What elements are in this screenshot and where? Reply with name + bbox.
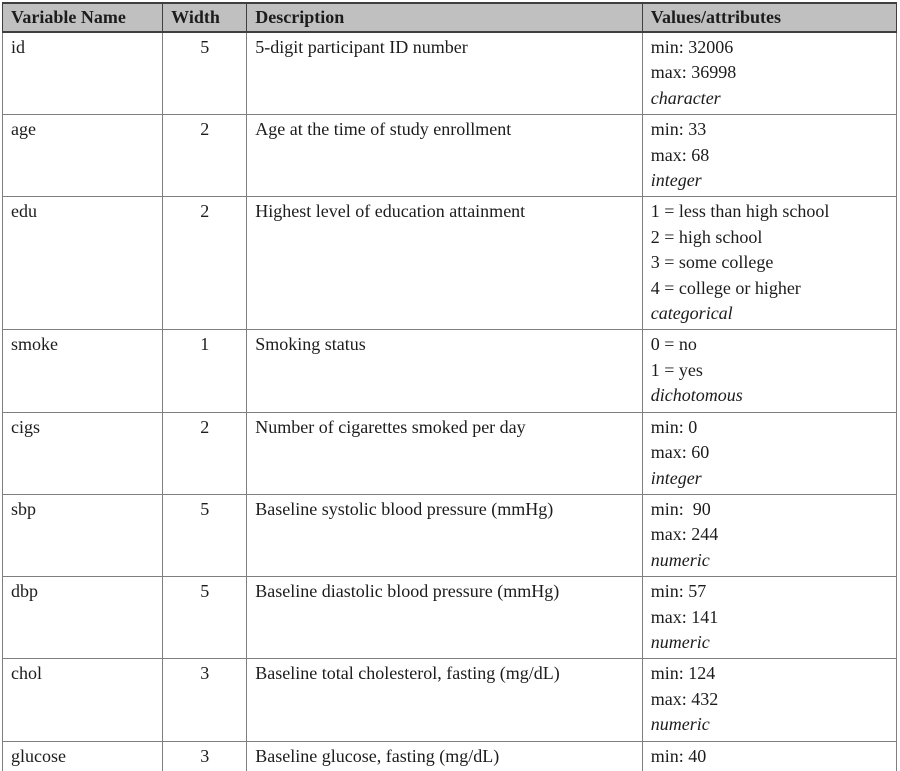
type-line: integer: [650, 467, 702, 488]
width-cell: 1: [162, 329, 248, 413]
width-cell: 5: [162, 576, 248, 660]
value-line: min: 90: [650, 498, 711, 519]
value-line: min: 33: [650, 119, 707, 140]
variable-name-cell: cigs: [1, 411, 164, 495]
variable-name-cell: id: [1, 31, 164, 116]
variable-name-cell: glucose: [1, 740, 164, 771]
description-cell: Baseline total cholesterol, fasting (mg/…: [246, 658, 643, 742]
table-row-edu: edu 2 Highest level of education attainm…: [1, 196, 898, 331]
value-line: 4 = college or higher: [650, 277, 801, 298]
value-line: 1 = less than high school: [650, 201, 830, 222]
width-cell: 2: [162, 196, 248, 331]
table-row-smoke: smoke 1 Smoking status 0 = no 1 = yes di…: [1, 329, 898, 413]
type-line: numeric: [650, 714, 710, 735]
value-line: max: 432: [650, 688, 719, 709]
description-cell: Smoking status: [246, 329, 643, 413]
description-cell: Baseline glucose, fasting (mg/dL): [246, 740, 643, 771]
values-cell: min: 90 max: 244 numeric: [641, 493, 898, 578]
description-cell: Highest level of education attainment: [246, 196, 643, 331]
value-line: min: 0: [650, 416, 698, 437]
value-line: 1 = yes: [650, 359, 703, 380]
width-cell: 3: [162, 740, 248, 771]
variable-name-cell: dbp: [1, 576, 164, 660]
table-row-glucose: glucose 3 Baseline glucose, fasting (mg/…: [1, 740, 898, 771]
values-cell: min: 124 max: 432 numeric: [641, 658, 898, 742]
column-header-variable-name: Variable Name: [1, 2, 164, 33]
value-line: max: 60: [650, 442, 710, 463]
description-cell: Number of cigarettes smoked per day: [246, 411, 643, 495]
value-line: min: 40: [650, 745, 707, 766]
value-line: max: 36998: [650, 62, 737, 83]
values-cell: 0 = no 1 = yes dichotomous: [641, 329, 898, 413]
table-row-cigs: cigs 2 Number of cigarettes smoked per d…: [1, 411, 898, 495]
description-cell: 5-digit participant ID number: [246, 31, 643, 116]
type-line: categorical: [650, 303, 733, 324]
header-row: Variable Name Width Description Values/a…: [1, 2, 898, 33]
type-line: numeric: [650, 549, 710, 570]
table-row-dbp: dbp 5 Baseline diastolic blood pressure …: [1, 576, 898, 660]
description-cell: Baseline systolic blood pressure (mmHg): [246, 493, 643, 578]
width-cell: 5: [162, 493, 248, 578]
variable-name-cell: chol: [1, 658, 164, 742]
type-line: character: [650, 87, 721, 108]
width-cell: 2: [162, 411, 248, 495]
value-line: max: 68: [650, 144, 710, 165]
table-row-id: id 5 5-digit participant ID number min: …: [1, 31, 898, 116]
variable-name-cell: smoke: [1, 329, 164, 413]
column-header-values-attributes: Values/attributes: [641, 2, 898, 33]
width-cell: 2: [162, 114, 248, 198]
values-cell: min: 40 max: 370 numeric: [641, 740, 898, 771]
description-cell: Baseline diastolic blood pressure (mmHg): [246, 576, 643, 660]
type-line: numeric: [650, 631, 710, 652]
value-line: 3 = some college: [650, 252, 774, 273]
values-cell: min: 33 max: 68 integer: [641, 114, 898, 198]
value-line: max: 244: [650, 524, 719, 545]
table-row-chol: chol 3 Baseline total cholesterol, fasti…: [1, 658, 898, 742]
values-cell: min: 0 max: 60 integer: [641, 411, 898, 495]
variable-name-cell: age: [1, 114, 164, 198]
width-cell: 3: [162, 658, 248, 742]
value-line: min: 32006: [650, 37, 734, 57]
value-line: max: 141: [650, 606, 719, 627]
column-header-description: Description: [246, 2, 643, 33]
value-line: 0 = no: [650, 334, 697, 355]
width-cell: 5: [162, 31, 248, 116]
variable-name-cell: sbp: [1, 493, 164, 578]
column-header-width: Width: [162, 2, 248, 33]
description-cell: Age at the time of study enrollment: [246, 114, 643, 198]
type-line: dichotomous: [650, 385, 743, 406]
table-row-sbp: sbp 5 Baseline systolic blood pressure (…: [1, 493, 898, 578]
table-row-age: age 2 Age at the time of study enrollmen…: [1, 114, 898, 198]
value-line: min: 57: [650, 581, 707, 602]
values-cell: min: 57 max: 141 numeric: [641, 576, 898, 660]
value-line: 2 = high school: [650, 226, 763, 247]
variable-name-cell: edu: [1, 196, 164, 331]
values-cell: 1 = less than high school 2 = high schoo…: [641, 196, 898, 331]
type-line: integer: [650, 170, 702, 191]
values-cell: min: 32006 max: 36998 character: [641, 31, 898, 116]
value-line: min: 124: [650, 663, 716, 684]
